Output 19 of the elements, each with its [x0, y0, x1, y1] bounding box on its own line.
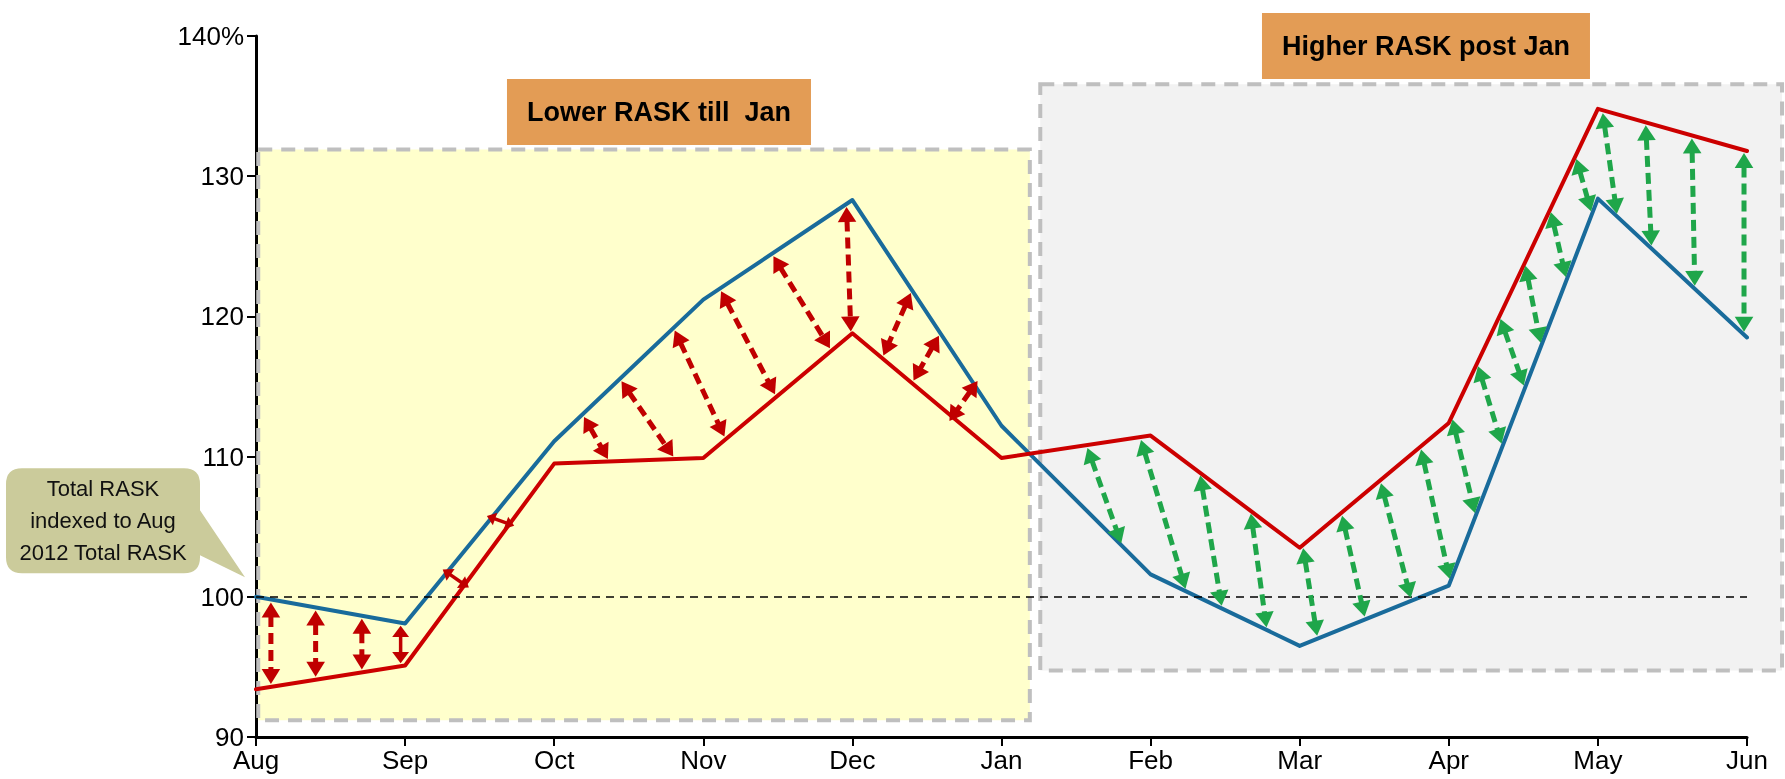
y-tick-label: 140%	[177, 21, 244, 51]
x-tick-label: Mar	[1277, 745, 1323, 775]
band-label: Lower RASK till Jan	[506, 78, 811, 145]
line-series	[254, 196, 1749, 648]
x-tick-label: Dec	[829, 745, 876, 775]
text: Total RASK indexed to Aug 2012 Total RASK	[18, 474, 188, 567]
x-tick-label: Oct	[533, 745, 576, 775]
band-label: Higher RASK post Jan	[1262, 13, 1591, 80]
x-tick-label: May	[1573, 745, 1623, 775]
x-tick-label: Jan	[980, 745, 1023, 775]
y-tick-label: 120	[200, 301, 244, 332]
x-tick-label: Apr	[1428, 745, 1470, 775]
y-tick-label: 130	[200, 161, 244, 192]
x-tick-label: Jun	[1726, 745, 1768, 775]
y-tick-label: 110	[202, 441, 244, 472]
y-tick-label: 100	[200, 581, 244, 612]
x-tick-label: Feb	[1128, 745, 1174, 775]
x-tick-label: Nov	[680, 745, 727, 775]
x-tick-label: Sep	[381, 745, 429, 775]
